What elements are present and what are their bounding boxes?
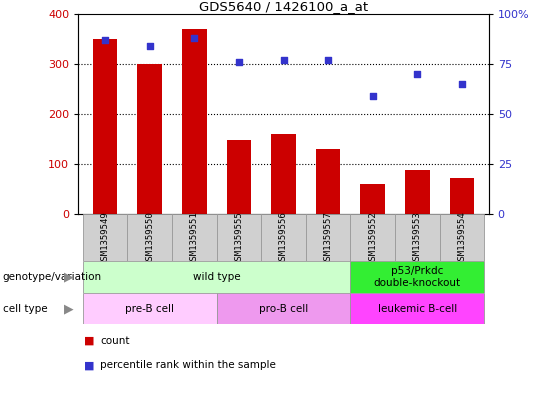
Point (234, 59, 243, 65)
Text: p53/Prkdc
double-knockout: p53/Prkdc double-knockout (374, 266, 461, 288)
Bar (172, 214, 217, 261)
Text: ■: ■ (84, 336, 94, 346)
Bar (217, 214, 261, 261)
Bar (93, 39, 117, 214)
Text: wild type: wild type (193, 272, 240, 282)
Text: GSM1359554: GSM1359554 (457, 211, 467, 264)
Bar (306, 214, 350, 261)
Bar (405, 170, 430, 214)
Text: GSM1359549: GSM1359549 (100, 211, 110, 264)
Bar (395, 214, 440, 261)
Text: GSM1359556: GSM1359556 (279, 211, 288, 264)
Text: cell type: cell type (3, 303, 48, 314)
Text: GSM1359550: GSM1359550 (145, 211, 154, 264)
Text: GSM1359552: GSM1359552 (368, 211, 377, 264)
Bar (127, 214, 172, 261)
Text: leukemic B-cell: leukemic B-cell (377, 303, 457, 314)
Bar (137, 64, 162, 214)
Text: pro-B cell: pro-B cell (259, 303, 308, 314)
Text: GSM1359555: GSM1359555 (234, 211, 244, 264)
Bar (227, 140, 251, 214)
Text: ▶: ▶ (64, 302, 74, 315)
Point (279, 57, 288, 63)
Text: GSM1359553: GSM1359553 (413, 211, 422, 264)
Point (368, 93, 377, 99)
Text: ▶: ▶ (64, 270, 74, 284)
Bar (271, 134, 296, 214)
Point (101, 37, 110, 43)
Point (190, 35, 199, 41)
Bar (440, 214, 484, 261)
Bar (350, 214, 395, 261)
Point (413, 71, 422, 77)
Text: pre-B cell: pre-B cell (125, 303, 174, 314)
Bar (450, 178, 474, 214)
Text: GSM1359557: GSM1359557 (323, 211, 333, 264)
Bar (83, 293, 217, 324)
Bar (182, 29, 207, 214)
Bar (316, 149, 340, 214)
Bar (361, 184, 385, 214)
Bar (350, 261, 484, 293)
Text: genotype/variation: genotype/variation (3, 272, 102, 282)
Bar (350, 293, 484, 324)
Point (145, 43, 154, 49)
Text: count: count (100, 336, 130, 346)
Bar (217, 293, 350, 324)
Text: ■: ■ (84, 360, 94, 371)
Bar (261, 214, 306, 261)
Point (457, 81, 466, 87)
Bar (83, 261, 350, 293)
Bar (83, 214, 127, 261)
Text: GSM1359551: GSM1359551 (190, 211, 199, 264)
Point (324, 57, 333, 63)
Title: GDS5640 / 1426100_a_at: GDS5640 / 1426100_a_at (199, 0, 368, 13)
Text: percentile rank within the sample: percentile rank within the sample (100, 360, 276, 371)
